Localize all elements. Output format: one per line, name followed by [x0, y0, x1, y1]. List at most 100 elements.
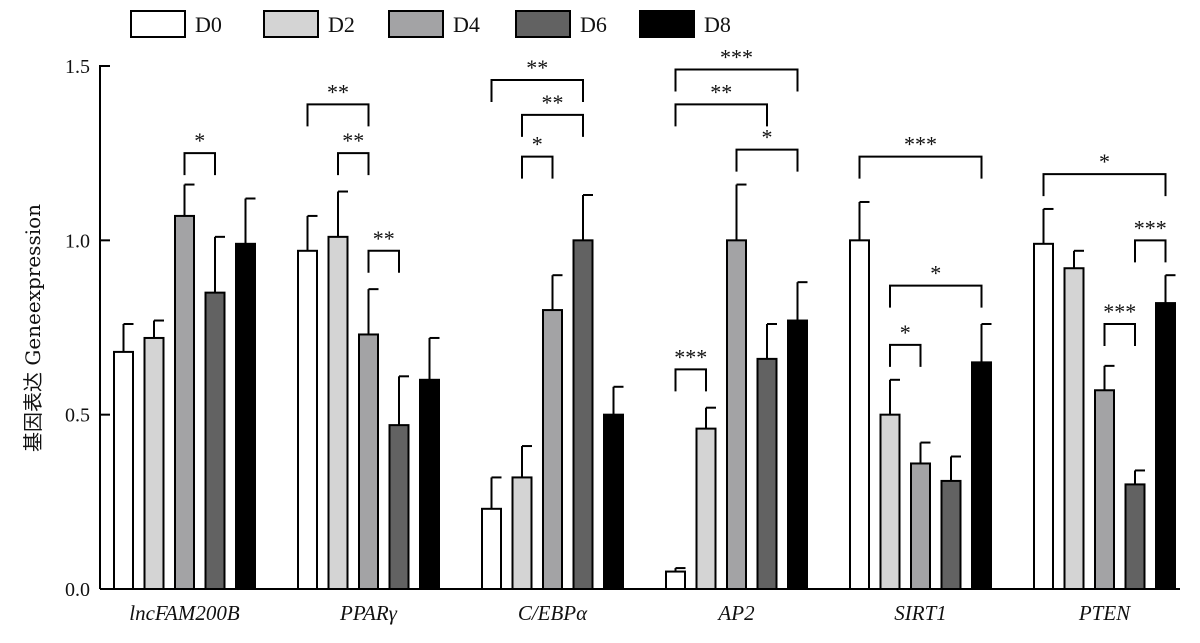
category-label: PPARγ [339, 601, 398, 625]
error-bar [1134, 469, 1145, 485]
error-bar [796, 281, 808, 321]
error-bars [122, 183, 1176, 572]
category-label: SIRT1 [894, 601, 947, 625]
y-axis-label: 基因表达 Geneexpression [21, 204, 45, 452]
bracket-line [1134, 239, 1167, 263]
error-bar [674, 567, 686, 572]
significance-label: ** [526, 55, 548, 80]
bar-d4 [1094, 389, 1115, 591]
significance-label: *** [904, 132, 937, 157]
error-bar [735, 183, 747, 241]
error-bar [980, 323, 992, 363]
significance-label: * [194, 128, 205, 153]
significance-label: * [1099, 149, 1110, 174]
y-tick-label: 1.0 [65, 230, 90, 252]
significance-bracket: ** [674, 79, 768, 127]
significance-label: ** [373, 226, 395, 251]
category-label: AP2 [716, 601, 755, 625]
legend-item-d2: D2 [263, 10, 355, 38]
error-bar [337, 190, 348, 237]
bar-d8 [603, 413, 624, 590]
error-bar [244, 197, 256, 244]
bar-d4 [174, 214, 195, 590]
error-bar [889, 378, 900, 415]
significance-bracket: *** [674, 44, 799, 92]
y-axis-title: 基因表达 Geneexpression [21, 204, 45, 452]
y-tick-label: 1.5 [65, 56, 90, 78]
legend-swatch [515, 10, 571, 38]
error-bar [183, 183, 195, 216]
legend-label: D2 [328, 12, 355, 37]
bracket-line [183, 152, 216, 176]
legend-label: D0 [195, 12, 222, 37]
significance-bracket: *** [1103, 299, 1136, 347]
significance-label: * [900, 320, 911, 345]
bracket-line [889, 284, 983, 308]
bar-d2 [327, 235, 349, 590]
error-bar [367, 288, 379, 335]
bar-d2 [511, 476, 533, 590]
error-bar [1103, 364, 1115, 391]
bar-d4 [358, 333, 379, 590]
significance-bracket: * [521, 132, 554, 179]
y-tick-label: 0.0 [65, 579, 90, 601]
significance-label: *** [1103, 299, 1136, 324]
bracket-line [490, 78, 584, 102]
axes: 0.0 0.5 1.0 1.5 [65, 56, 1180, 601]
legend-item-d4: D4 [388, 10, 480, 38]
bracket-line [674, 368, 707, 392]
bars [113, 214, 1176, 591]
legend-item-d0: D0 [130, 10, 222, 38]
error-bar [919, 441, 931, 464]
bar-d0 [481, 507, 502, 591]
legend: D0 D2 D4 D6 D8 [130, 10, 731, 38]
legend-label: D8 [704, 12, 731, 37]
legend-item-d6: D6 [515, 10, 607, 38]
bracket-line [521, 113, 584, 137]
bracket-line [1042, 173, 1167, 197]
significance-bracket: * [889, 261, 983, 308]
error-bar [705, 406, 716, 429]
error-bar [398, 375, 409, 426]
error-bar [1042, 207, 1054, 244]
bar-d2 [143, 336, 165, 590]
significance-brackets: ********************************* [183, 44, 1167, 392]
error-bar [612, 385, 624, 415]
bar-d8 [419, 378, 440, 590]
significance-label: ** [327, 79, 349, 104]
significance-label: ** [542, 90, 564, 115]
significance-bracket: * [1042, 149, 1167, 197]
bar-d0 [297, 249, 318, 590]
category-label: C/EBPα [518, 601, 588, 625]
error-bar [551, 274, 563, 311]
significance-bracket: ** [367, 226, 400, 273]
bracket-line [889, 343, 922, 367]
significance-label: ** [710, 79, 732, 104]
bracket-line [674, 68, 799, 92]
bar-d8 [1155, 302, 1176, 590]
significance-bracket: ** [521, 90, 584, 137]
significance-bracket: ** [306, 79, 370, 127]
bracket-line [858, 155, 983, 179]
error-bar [1073, 249, 1084, 269]
error-bar [153, 319, 164, 338]
error-bar [122, 323, 134, 352]
error-bar [766, 323, 777, 359]
bar-d6 [572, 239, 594, 590]
bracket-line [337, 152, 370, 176]
category-label: lncFAM200B [129, 601, 240, 625]
bar-d8 [787, 319, 808, 590]
bar-d0 [665, 570, 686, 590]
legend-swatch [388, 10, 444, 38]
error-bar [858, 200, 870, 241]
bar-d4 [542, 309, 563, 590]
significance-label: *** [1134, 215, 1167, 240]
bar-d4 [726, 239, 747, 590]
significance-bracket: ** [337, 128, 370, 176]
bracket-line [306, 103, 370, 127]
category-labels: lncFAM200B PPARγ C/EBPα AP2 SIRT1 PTEN [129, 601, 1131, 625]
significance-bracket: * [889, 320, 922, 367]
legend-label: D6 [580, 12, 607, 37]
bracket-line [367, 249, 400, 273]
